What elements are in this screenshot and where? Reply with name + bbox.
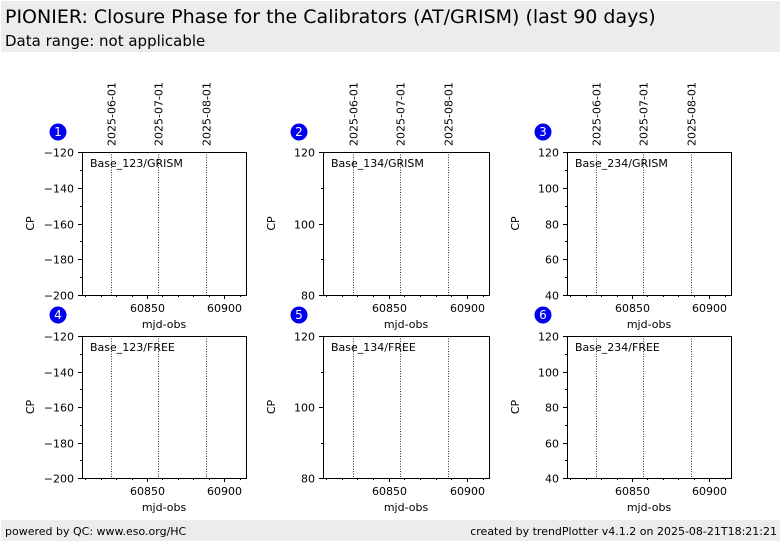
chart-panel-6: 6 40 60 80 100 120 60850 60900 mjd-obs CP Base_234… [509, 306, 732, 514]
x-tick-label: 60900 [207, 485, 242, 498]
x-axis-label: mjd-obs [627, 318, 672, 331]
y-tick-label: 120 [294, 331, 315, 344]
x-tick-label: 60900 [450, 485, 485, 498]
panel-badge-circle [534, 306, 552, 324]
page-title: PIONIER: Closure Phase for the Calibrato… [5, 6, 656, 28]
y-tick-label: 100 [294, 402, 315, 415]
panel-badge-number: 5 [295, 308, 303, 322]
y-tick-label: 120 [538, 331, 559, 344]
y-tick-label: 40 [545, 290, 559, 303]
x-tick-label: 60850 [372, 485, 407, 498]
x-tick-label: 60850 [372, 302, 407, 315]
y-tick-label: 80 [301, 473, 315, 486]
date-marker-label: 2025-07-01 [153, 82, 166, 146]
y-tick-label: 100 [538, 183, 559, 196]
footer-credit: powered by QC: www.eso.org/HC [5, 525, 187, 538]
date-marker-label: 2025-07-01 [395, 82, 408, 146]
x-tick-label: 60900 [450, 302, 485, 315]
x-tick-label: 60850 [615, 485, 650, 498]
date-marker-label: 2025-08-01 [201, 82, 214, 146]
plot-frame [567, 152, 732, 296]
date-marker-label: 2025-07-01 [638, 82, 651, 146]
y-tick-label: −140 [44, 367, 74, 380]
date-marker-label: 2025-06-01 [348, 82, 361, 146]
chart-panel-2: 2 2025-06-01 2025-07-01 2025-08-01 80 100 120 6… [265, 82, 490, 331]
y-axis-label: CP [265, 399, 278, 414]
x-tick-label: 60850 [130, 302, 165, 315]
panel-badge-number: 6 [539, 308, 547, 322]
panel-label: Base_134/GRISM [331, 157, 424, 170]
y-axis-label: CP [509, 216, 522, 231]
panel-label: Base_134/FREE [331, 341, 416, 354]
date-marker-label: 2025-06-01 [591, 82, 604, 146]
panel-badge-number: 4 [54, 308, 62, 322]
y-tick-label: 60 [545, 438, 559, 451]
y-tick-label: 100 [538, 367, 559, 380]
panel-label: Base_123/FREE [90, 341, 175, 354]
footer-created: created by trendPlotter v4.1.2 on 2025-0… [470, 525, 777, 538]
date-marker-label: 2025-08-01 [686, 82, 699, 146]
plot-frame [567, 336, 732, 479]
plot-frame [323, 336, 490, 479]
x-tick-label: 60850 [615, 302, 650, 315]
y-tick-label: −120 [44, 331, 74, 344]
panel-badge-number: 1 [54, 125, 62, 139]
x-tick-label: 60900 [692, 302, 727, 315]
y-axis-label: CP [24, 399, 37, 414]
y-tick-label: −200 [44, 290, 74, 303]
chart-panel-5: 5 80 100 120 60850 60900 mjd-obs CP Base_134/FRE… [265, 306, 490, 514]
y-tick-label: 40 [545, 473, 559, 486]
x-axis-label: mjd-obs [384, 501, 429, 514]
y-tick-label: 100 [294, 219, 315, 232]
panel-badge-number: 3 [539, 125, 547, 139]
y-tick-label: 120 [538, 147, 559, 160]
x-axis-label: mjd-obs [627, 501, 672, 514]
panel-label: Base_234/FREE [575, 341, 660, 354]
y-tick-label: 60 [545, 254, 559, 267]
y-tick-label: 120 [294, 147, 315, 160]
y-tick-label: −120 [44, 147, 74, 160]
plot-frame [82, 152, 247, 296]
y-tick-label: 80 [301, 290, 315, 303]
x-axis-label: mjd-obs [142, 318, 187, 331]
y-axis-label: CP [24, 216, 37, 231]
panel-badge-circle [290, 306, 308, 324]
chart-panel-3: 3 2025-06-01 2025-07-01 2025-08-01 40 60 80 100… [509, 82, 732, 331]
panel-badge-circle [534, 123, 552, 141]
chart-panel-4: 4 −200 −180 −160 −140 −120 60850 60900 mjd-obs CP… [24, 306, 247, 514]
panel-badge-circle [49, 123, 67, 141]
chart-panel-1: 1 2025-06-01 2025-07-01 2025-08-01 −200 −180 −… [24, 82, 247, 331]
y-tick-label: −180 [44, 254, 74, 267]
date-marker-label: 2025-08-01 [443, 82, 456, 146]
y-tick-label: 80 [545, 402, 559, 415]
y-tick-label: −160 [44, 219, 74, 232]
panel-badge-circle [49, 306, 67, 324]
y-tick-label: −200 [44, 473, 74, 486]
x-tick-label: 60900 [207, 302, 242, 315]
y-tick-label: −140 [44, 183, 74, 196]
footer-bar: powered by QC: www.eso.org/HC created by… [1, 520, 780, 541]
y-tick-label: −180 [44, 438, 74, 451]
panel-label: Base_234/GRISM [575, 157, 668, 170]
plot-frame [82, 336, 247, 479]
y-axis-label: CP [509, 399, 522, 414]
x-tick-label: 60850 [130, 485, 165, 498]
panel-badge-circle [290, 123, 308, 141]
x-tick-label: 60900 [692, 485, 727, 498]
date-marker-label: 2025-06-01 [106, 82, 119, 146]
panel-badge-number: 2 [295, 125, 303, 139]
x-axis-label: mjd-obs [384, 318, 429, 331]
header-bar: PIONIER: Closure Phase for the Calibrato… [1, 1, 780, 52]
x-axis-label: mjd-obs [142, 501, 187, 514]
plot-frame [323, 152, 490, 296]
panel-label: Base_123/GRISM [90, 157, 183, 170]
y-tick-label: −160 [44, 402, 74, 415]
y-tick-label: 80 [545, 219, 559, 232]
y-axis-label: CP [265, 216, 278, 231]
data-range-subtitle: Data range: not applicable [5, 32, 206, 50]
